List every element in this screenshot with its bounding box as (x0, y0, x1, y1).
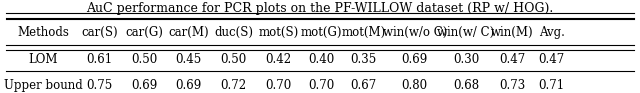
Text: car(M): car(M) (168, 26, 209, 39)
Text: 0.73: 0.73 (499, 79, 525, 92)
Text: Upper bound: Upper bound (4, 79, 83, 92)
Text: 0.42: 0.42 (266, 53, 291, 66)
Text: win(M): win(M) (491, 26, 533, 39)
Text: 0.47: 0.47 (499, 53, 525, 66)
Text: 0.30: 0.30 (452, 53, 479, 66)
Text: 0.68: 0.68 (453, 79, 479, 92)
Text: 0.70: 0.70 (308, 79, 335, 92)
Text: 0.70: 0.70 (265, 79, 292, 92)
Text: 0.72: 0.72 (221, 79, 246, 92)
Text: win(w/ C): win(w/ C) (437, 26, 495, 39)
Text: AuC performance for PCR plots on the PF-WILLOW dataset (RP w/ HOG).: AuC performance for PCR plots on the PF-… (86, 2, 554, 15)
Text: 0.45: 0.45 (175, 53, 202, 66)
Text: LOM: LOM (29, 53, 58, 66)
Text: 0.61: 0.61 (86, 53, 112, 66)
Text: win(w/o C): win(w/o C) (383, 26, 447, 39)
Text: 0.50: 0.50 (220, 53, 247, 66)
Text: 0.69: 0.69 (131, 79, 157, 92)
Text: car(S): car(S) (81, 26, 118, 39)
Text: 0.69: 0.69 (401, 53, 428, 66)
Text: 0.50: 0.50 (131, 53, 157, 66)
Text: Methods: Methods (17, 26, 70, 39)
Text: 0.69: 0.69 (175, 79, 202, 92)
Text: 0.80: 0.80 (402, 79, 428, 92)
Text: Avg.: Avg. (539, 26, 564, 39)
Text: mot(S): mot(S) (259, 26, 298, 39)
Text: 0.71: 0.71 (539, 79, 564, 92)
Text: mot(G): mot(G) (301, 26, 342, 39)
Text: 0.47: 0.47 (538, 53, 565, 66)
Text: car(G): car(G) (125, 26, 163, 39)
Text: mot(M): mot(M) (341, 26, 386, 39)
Text: 0.35: 0.35 (350, 53, 377, 66)
Text: duc(S): duc(S) (214, 26, 253, 39)
Text: 0.67: 0.67 (350, 79, 377, 92)
Text: 0.40: 0.40 (308, 53, 335, 66)
Text: 0.75: 0.75 (86, 79, 113, 92)
